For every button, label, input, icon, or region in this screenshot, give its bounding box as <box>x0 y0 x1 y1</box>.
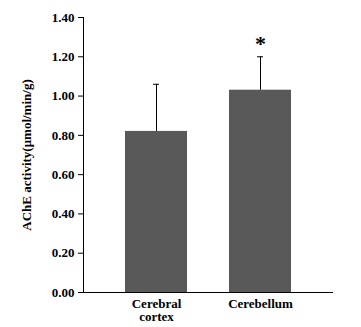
svg-text:1.20: 1.20 <box>52 49 75 64</box>
svg-text:0.40: 0.40 <box>52 206 75 221</box>
svg-text:0.60: 0.60 <box>52 167 75 182</box>
svg-text:1.00: 1.00 <box>52 88 75 103</box>
svg-text:0.00: 0.00 <box>52 285 75 300</box>
svg-text:AChE activity(μmol/min/g): AChE activity(μmol/min/g) <box>19 79 34 230</box>
svg-text:Cerebralcortex: Cerebralcortex <box>132 296 182 324</box>
svg-text:Cerebellum: Cerebellum <box>228 296 293 311</box>
svg-text:0.20: 0.20 <box>52 245 75 260</box>
svg-text:0.80: 0.80 <box>52 128 75 143</box>
svg-text:*: * <box>255 31 266 56</box>
svg-text:1.40: 1.40 <box>52 10 75 25</box>
